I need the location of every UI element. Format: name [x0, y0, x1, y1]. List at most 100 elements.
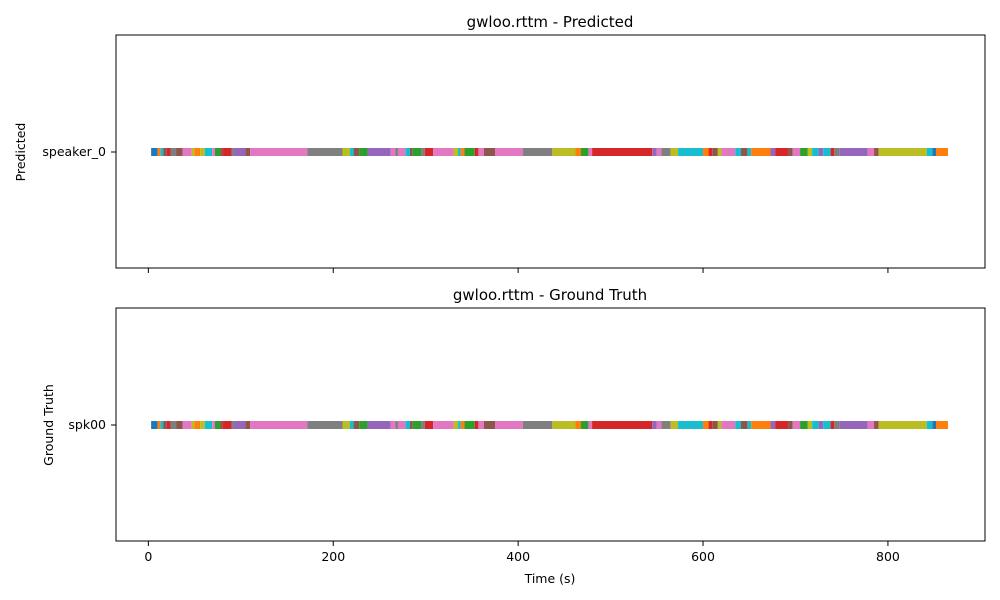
- segment-ground-truth-78: [926, 421, 933, 429]
- segment-ground-truth-54: [703, 421, 709, 429]
- segment-predicted-56: [712, 148, 718, 156]
- segment-ground-truth-47: [588, 421, 593, 429]
- segment-ground-truth-39: [474, 421, 479, 429]
- segment-ground-truth-21: [342, 421, 350, 429]
- segment-predicted-12: [212, 148, 215, 156]
- segment-predicted-41: [483, 148, 496, 156]
- segment-predicted-66: [792, 148, 801, 156]
- segment-predicted-62: [751, 148, 771, 156]
- segment-ground-truth-49: [652, 421, 657, 429]
- segment-ground-truth-9: [194, 421, 201, 429]
- segment-ground-truth-69: [812, 421, 819, 429]
- y-tick-label-spk00: spk00: [68, 417, 106, 432]
- y-tick-label-speaker_0: speaker_0: [42, 144, 106, 159]
- segment-predicted-4: [166, 148, 171, 156]
- segment-ground-truth-42: [495, 421, 523, 429]
- segment-ground-truth-41: [483, 421, 496, 429]
- segment-ground-truth-67: [800, 421, 808, 429]
- segment-ground-truth-45: [575, 421, 582, 429]
- segment-predicted-43: [522, 148, 553, 156]
- segment-predicted-14: [220, 148, 223, 156]
- segment-ground-truth-64: [775, 421, 789, 429]
- segment-predicted-58: [721, 148, 736, 156]
- segment-ground-truth-13: [214, 421, 221, 429]
- segment-predicted-42: [495, 148, 523, 156]
- segment-predicted-3: [163, 148, 167, 156]
- segment-ground-truth-12: [212, 421, 215, 429]
- segment-predicted-39: [474, 148, 479, 156]
- segment-predicted-33: [424, 148, 434, 156]
- segment-ground-truth-71: [823, 421, 831, 429]
- segment-predicted-6: [176, 148, 183, 156]
- segment-predicted-37: [460, 148, 465, 156]
- segment-predicted-53: [678, 148, 704, 156]
- segment-ground-truth-79: [932, 421, 937, 429]
- segment-ground-truth-76: [874, 421, 879, 429]
- segment-ground-truth-32: [421, 421, 425, 429]
- segment-ground-truth-30: [409, 421, 413, 429]
- segment-predicted-77: [878, 148, 927, 156]
- segment-predicted-68: [807, 148, 813, 156]
- x-tick-label-200: 200: [321, 549, 345, 564]
- segment-ground-truth-14: [220, 421, 223, 429]
- segment-predicted-72: [830, 148, 835, 156]
- x-ticks-ground-truth: 0 200 400 600 800: [144, 541, 900, 564]
- segment-predicted-28: [397, 148, 406, 156]
- segment-ground-truth-50: [656, 421, 662, 429]
- segment-predicted-64: [775, 148, 789, 156]
- segment-ground-truth-62: [751, 421, 771, 429]
- segment-predicted-65: [788, 148, 793, 156]
- x-tick-label-800: 800: [876, 549, 900, 564]
- subplot-ground-truth-title: gwloo.rttm - Ground Truth: [453, 286, 647, 304]
- segment-ground-truth-57: [717, 421, 722, 429]
- segment-predicted-15: [222, 148, 232, 156]
- segment-predicted-75: [867, 148, 875, 156]
- x-tick-label-600: 600: [691, 549, 715, 564]
- segment-predicted-21: [342, 148, 350, 156]
- segment-ground-truth-40: [478, 421, 484, 429]
- segment-predicted-27: [395, 148, 398, 156]
- segment-ground-truth-68: [807, 421, 813, 429]
- segment-ground-truth-72: [830, 421, 835, 429]
- segment-predicted-9: [194, 148, 201, 156]
- segment-predicted-67: [800, 148, 808, 156]
- segment-ground-truth-29: [405, 421, 410, 429]
- segment-ground-truth-63: [770, 421, 776, 429]
- segment-ground-truth-55: [708, 421, 713, 429]
- segment-predicted-13: [214, 148, 221, 156]
- segment-predicted-55: [708, 148, 713, 156]
- segment-predicted-57: [717, 148, 722, 156]
- segment-ground-truth-2: [160, 421, 164, 429]
- segment-ground-truth-31: [412, 421, 422, 429]
- segment-predicted-70: [818, 148, 824, 156]
- segment-predicted-31: [412, 148, 422, 156]
- segment-ground-truth-16: [231, 421, 234, 429]
- segment-ground-truth-37: [460, 421, 465, 429]
- segment-ground-truth-17: [233, 421, 246, 429]
- segment-ground-truth-20: [307, 421, 343, 429]
- segment-ground-truth-43: [522, 421, 553, 429]
- segment-predicted-40: [478, 148, 484, 156]
- segment-ground-truth-65: [788, 421, 793, 429]
- segment-predicted-25: [367, 148, 391, 156]
- segment-ground-truth-15: [222, 421, 232, 429]
- segment-predicted-80: [936, 148, 949, 156]
- segment-ground-truth-28: [397, 421, 406, 429]
- segment-ground-truth-10: [200, 421, 205, 429]
- segment-predicted-48: [592, 148, 653, 156]
- segment-predicted-5: [170, 148, 177, 156]
- segment-predicted-63: [770, 148, 776, 156]
- segment-predicted-17: [233, 148, 246, 156]
- segment-ground-truth-25: [367, 421, 391, 429]
- segment-ground-truth-56: [712, 421, 718, 429]
- segment-ground-truth-5: [170, 421, 177, 429]
- segment-predicted-79: [932, 148, 937, 156]
- segment-predicted-10: [200, 148, 205, 156]
- segment-ground-truth-6: [176, 421, 183, 429]
- x-tick-label-400: 400: [506, 549, 530, 564]
- segment-ground-truth-1: [157, 421, 161, 429]
- segment-predicted-7: [182, 148, 192, 156]
- segment-ground-truth-70: [818, 421, 824, 429]
- segment-predicted-26: [390, 148, 396, 156]
- segment-ground-truth-3: [163, 421, 167, 429]
